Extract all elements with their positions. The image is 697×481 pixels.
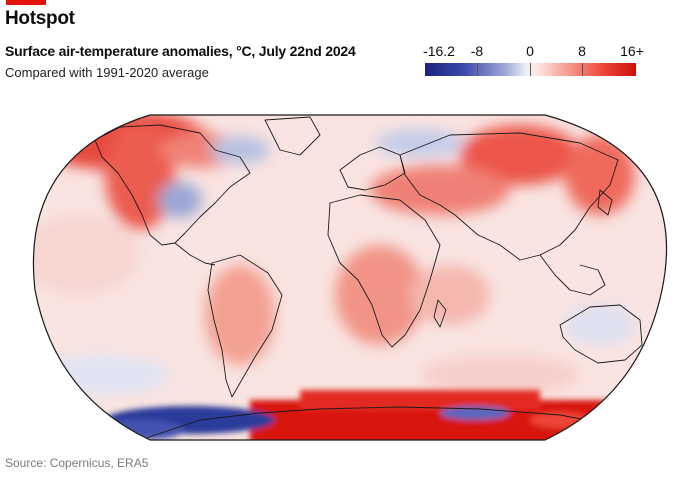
australia-outline — [559, 304, 643, 364]
color-legend: -16.2 -8 0 8 16+ — [420, 43, 644, 83]
southeast-asia-outline — [539, 254, 606, 296]
japan-outline — [597, 189, 613, 216]
legend-tick-label: 0 — [526, 43, 534, 59]
africa-outline — [327, 194, 441, 348]
legend-tick — [582, 63, 583, 76]
asia-outline — [399, 132, 619, 261]
europe-outline — [339, 146, 406, 191]
north-america-outline — [94, 124, 251, 246]
accent-bar — [6, 0, 46, 5]
coastlines — [94, 116, 661, 440]
chart-title: Surface air-temperature anomalies, °C, J… — [5, 43, 356, 59]
antarctica-outline — [139, 406, 641, 440]
map-frame — [32, 114, 668, 441]
central-america-outline — [174, 242, 216, 266]
legend-tick — [530, 63, 531, 76]
chart-subtitle: Compared with 1991-2020 average — [5, 65, 209, 80]
legend-tick-label: 16+ — [620, 43, 644, 59]
legend-tick-label: -16.2 — [423, 43, 455, 59]
legend-tick — [477, 63, 478, 76]
source-note: Source: Copernicus, ERA5 — [5, 456, 149, 470]
madagascar-outline — [433, 299, 447, 328]
world-anomaly-map — [32, 114, 668, 441]
south-america-outline — [207, 254, 283, 398]
headline: Hotspot — [5, 8, 75, 29]
legend-tick-label: -8 — [470, 43, 484, 59]
new-zealand-outline — [647, 364, 661, 388]
greenland-outline — [264, 116, 321, 156]
legend-tick-label: 8 — [578, 43, 586, 59]
